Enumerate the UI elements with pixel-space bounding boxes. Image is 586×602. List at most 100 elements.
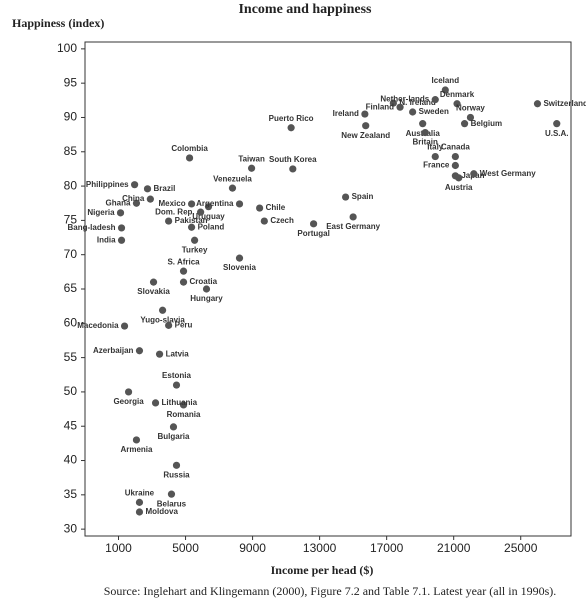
point-label: Sweden xyxy=(419,107,449,116)
point-label: South Korea xyxy=(269,155,317,164)
point-label: Bang-ladesh xyxy=(68,223,116,232)
y-tick-label: 70 xyxy=(64,247,78,261)
y-tick-label: 80 xyxy=(64,178,78,192)
point xyxy=(132,199,141,207)
point xyxy=(460,120,469,128)
point xyxy=(533,100,542,108)
point-label: Croatia xyxy=(190,277,218,286)
point-label: Romania xyxy=(167,410,201,419)
point xyxy=(185,154,194,162)
x-tick-label: 9000 xyxy=(239,541,266,555)
point xyxy=(167,490,176,498)
point-label: Slovakia xyxy=(137,287,170,296)
point xyxy=(165,217,173,225)
point-label: Macedonia xyxy=(77,321,119,330)
point-label: Georgia xyxy=(113,397,144,406)
source-note: Source: Inglehart and Klingemann (2000),… xyxy=(104,584,556,598)
point-label: Spain xyxy=(352,192,374,201)
point-label: Nether-lands xyxy=(380,95,429,104)
point xyxy=(247,164,256,172)
point-label: Azerbaijan xyxy=(93,346,134,355)
point-label: Puerto Rico xyxy=(269,114,314,123)
point-label: S. Africa xyxy=(167,257,200,266)
x-tick-label: 5000 xyxy=(172,541,199,555)
point-label: Nigeria xyxy=(87,208,115,217)
y-axis-title: Happiness (index) xyxy=(12,16,104,30)
point xyxy=(349,213,357,221)
y-tick-label: 40 xyxy=(64,453,78,467)
point xyxy=(155,350,164,358)
chart-title: Income and happiness xyxy=(238,2,372,17)
point xyxy=(117,224,126,232)
point-label: Denmark xyxy=(440,90,475,99)
point xyxy=(451,152,459,161)
y-tick-label: 35 xyxy=(64,487,78,501)
point-label: China xyxy=(122,194,145,203)
point xyxy=(431,96,439,104)
point-label: Canada xyxy=(441,143,470,152)
point-label: France xyxy=(423,161,450,170)
point-label: Estonia xyxy=(162,371,191,380)
y-tick-label: 60 xyxy=(64,315,78,329)
point-label: East Germany xyxy=(326,222,380,231)
y-tick-label: 85 xyxy=(64,144,78,158)
point xyxy=(256,204,264,212)
point xyxy=(187,200,196,208)
point xyxy=(419,120,427,128)
point xyxy=(116,209,125,217)
point xyxy=(309,220,318,228)
point xyxy=(132,436,141,444)
point xyxy=(431,152,439,161)
point-label: Chile xyxy=(266,203,286,212)
y-tick-label: 75 xyxy=(64,213,78,227)
point-label: Moldova xyxy=(145,507,178,516)
point xyxy=(453,100,461,108)
point-label: Brazil xyxy=(154,184,176,193)
point xyxy=(202,285,211,293)
y-tick-label: 50 xyxy=(64,384,78,398)
point xyxy=(362,122,370,130)
point-label: Taiwan xyxy=(238,154,265,163)
point-label: Turkey xyxy=(182,245,208,254)
point xyxy=(441,86,449,94)
point-label: Portugal xyxy=(297,229,329,238)
point xyxy=(124,388,133,396)
point xyxy=(179,267,188,275)
x-tick-label: 21000 xyxy=(437,541,471,555)
x-tick-label: 25000 xyxy=(504,541,538,555)
point-label: West Germany xyxy=(480,169,536,178)
point xyxy=(341,193,350,201)
point xyxy=(553,120,561,128)
point-label: Switzerland xyxy=(543,99,586,108)
point xyxy=(287,124,295,132)
point xyxy=(158,306,167,314)
point xyxy=(120,322,129,330)
point-label: Armenia xyxy=(120,445,153,454)
y-tick-label: 95 xyxy=(64,75,78,89)
x-tick-label: 13000 xyxy=(303,541,337,555)
y-tick-label: 55 xyxy=(64,350,78,364)
y-tick-label: 90 xyxy=(64,110,78,124)
point xyxy=(260,217,268,225)
point xyxy=(466,113,475,122)
y-tick-label: 65 xyxy=(64,281,78,295)
point-label: Slovenia xyxy=(223,263,256,272)
point xyxy=(135,498,144,506)
point-label: Dom. Rep. xyxy=(155,207,195,216)
point xyxy=(409,108,417,116)
point-label: Ghana xyxy=(106,198,131,207)
point xyxy=(117,236,126,244)
point-label: Norway xyxy=(456,104,485,113)
point xyxy=(228,184,237,192)
point xyxy=(235,254,244,262)
y-tick-label: 45 xyxy=(64,418,78,432)
x-axis-title: Income per head ($) xyxy=(271,563,374,577)
point-label: Peru xyxy=(175,320,193,329)
point xyxy=(151,399,160,407)
point-label: Italy xyxy=(427,143,444,152)
point xyxy=(396,103,404,111)
point-label: Austria xyxy=(445,183,473,192)
point xyxy=(204,203,213,211)
point xyxy=(135,347,144,355)
